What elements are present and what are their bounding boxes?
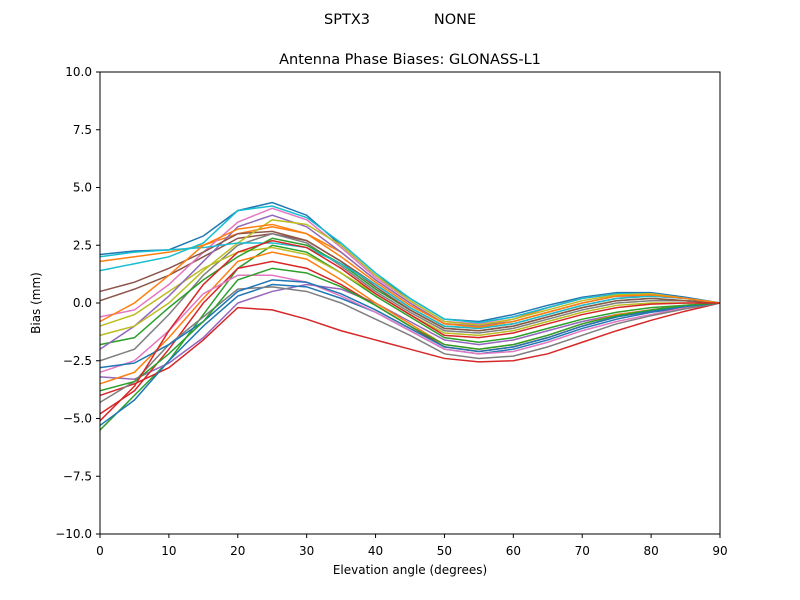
x-tick-label: 20 <box>230 544 245 558</box>
series-line-18 <box>99 286 721 403</box>
x-tick-label: 70 <box>575 544 590 558</box>
y-tick-label: 0.0 <box>73 296 92 310</box>
series-line-19 <box>99 219 721 337</box>
y-tick-label: 5.0 <box>73 181 92 195</box>
x-tick-label: 60 <box>506 544 521 558</box>
series-line-12 <box>99 251 721 385</box>
x-axis-label: Elevation angle (degrees) <box>333 563 487 577</box>
x-tick-label: 0 <box>96 544 104 558</box>
x-tick-label: 80 <box>643 544 658 558</box>
x-tick-label: 50 <box>437 544 452 558</box>
x-tick-label: 10 <box>161 544 176 558</box>
y-tick-label: −10.0 <box>55 527 92 541</box>
series-line-23 <box>99 267 721 392</box>
x-tick-label: 30 <box>299 544 314 558</box>
series-line-8 <box>99 232 721 362</box>
y-tick-label: 7.5 <box>73 123 92 137</box>
series-line-20 <box>99 242 721 330</box>
series-line-16 <box>99 230 721 332</box>
series-group <box>99 201 721 431</box>
series-line-4 <box>99 302 721 397</box>
series-line-24 <box>99 239 720 422</box>
y-tick-label: 2.5 <box>73 238 92 252</box>
series-line-10 <box>99 205 721 324</box>
y-tick-label: −7.5 <box>63 469 92 483</box>
series-line-3 <box>99 244 721 431</box>
y-axis-label: Bias (mm) <box>29 272 43 334</box>
x-tick-label: 90 <box>712 544 727 558</box>
y-tick-label: −2.5 <box>63 354 92 368</box>
suptitle-radome: NONE <box>434 12 476 28</box>
y-axis: −10.0 −7.5 −5.0 −2.5 0.0 2.5 5.0 7.5 10.0 <box>55 65 100 541</box>
y-tick-label: −5.0 <box>63 412 92 426</box>
x-tick-label: 40 <box>368 544 383 558</box>
series-line-17 <box>99 274 721 374</box>
series-line-22 <box>99 223 721 329</box>
suptitle-station: SPTX3 <box>324 12 370 28</box>
series-line-14 <box>99 260 721 415</box>
chart-title: Antenna Phase Biases: GLONASS-L1 <box>279 52 541 68</box>
y-tick-label: 10.0 <box>65 65 92 79</box>
x-axis: 0 10 20 30 40 50 60 70 80 90 <box>96 534 728 558</box>
